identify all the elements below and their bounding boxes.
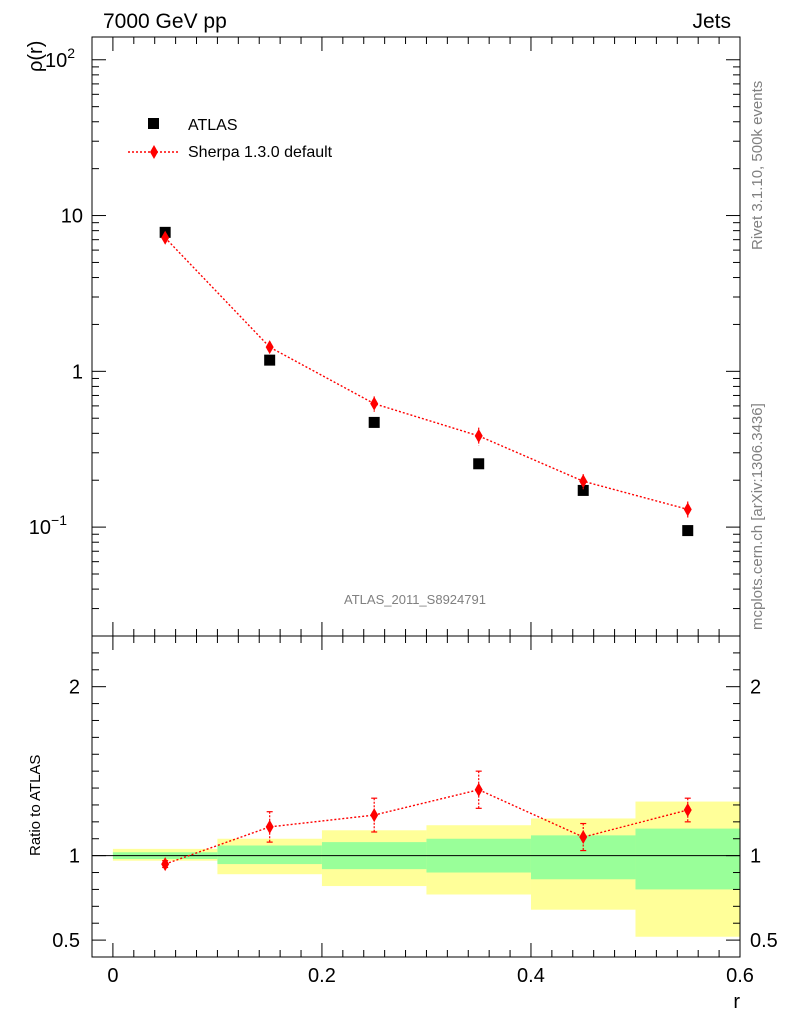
sherpa-line: [164, 237, 688, 511]
x-tick-label: 0: [107, 965, 118, 987]
ratio-band-green: [217, 845, 322, 865]
ratio-point: [265, 819, 274, 834]
main-y-tick-label: 10−1: [29, 512, 67, 539]
sherpa-point: [579, 474, 588, 489]
header-left: 7000 GeV pp: [103, 10, 227, 33]
ratio-point: [683, 803, 692, 818]
sherpa-point: [161, 230, 170, 245]
ratio-y-tick-label-right: 0.5: [750, 930, 778, 952]
side-text-bottom: mcplots.cern.ch [arXiv:1306.3436]: [749, 403, 766, 630]
analysis-watermark: ATLAS_2011_S8924791: [344, 592, 486, 607]
legend-atlas-label: ATLAS: [188, 117, 238, 134]
sherpa-point: [474, 428, 483, 443]
legend-sherpa-marker: [150, 145, 158, 159]
main-y-tick-label: 102: [45, 45, 75, 72]
ratio-point: [474, 782, 483, 797]
atlas-point: [264, 354, 276, 366]
atlas-point: [682, 525, 694, 537]
x-tick-label: 0.2: [308, 965, 336, 987]
ratio-sherpa-line: [164, 789, 688, 865]
x-axis-label: r: [733, 991, 740, 1013]
x-tick-label: 0.4: [517, 965, 545, 987]
ratio-ylabel: Ratio to ATLAS: [27, 755, 44, 856]
legend-sherpa-label: Sherpa 1.3.0 default: [188, 144, 333, 161]
atlas-point: [473, 458, 485, 470]
ratio-point: [370, 808, 379, 823]
ratio-y-tick-label-right: 2: [750, 677, 761, 699]
sherpa-point: [683, 502, 692, 517]
atlas-point: [368, 416, 380, 428]
atlas-point: [577, 484, 589, 496]
ratio-plot-frame: [91, 635, 741, 958]
header-right: Jets: [692, 10, 731, 33]
main-y-tick-label: 1: [72, 361, 83, 383]
legend-atlas-marker: [148, 118, 159, 129]
ratio-point: [579, 830, 588, 845]
ratio-band-green: [635, 828, 740, 890]
sherpa-point: [265, 340, 274, 355]
ratio-y-tick-label: 0.5: [52, 930, 80, 952]
ratio-y-tick-label: 2: [69, 677, 80, 699]
sherpa-point: [370, 396, 379, 411]
side-text-top: Rivet 3.1.10, 500k events: [749, 81, 766, 250]
main-y-tick-label: 10: [61, 206, 83, 228]
ratio-y-tick-label-right: 1: [750, 846, 761, 868]
main-ylabel: ρ(r): [25, 41, 47, 72]
x-tick-label: 0.6: [726, 965, 754, 987]
ratio-y-tick-label: 1: [69, 846, 80, 868]
ratio-point: [161, 857, 170, 872]
